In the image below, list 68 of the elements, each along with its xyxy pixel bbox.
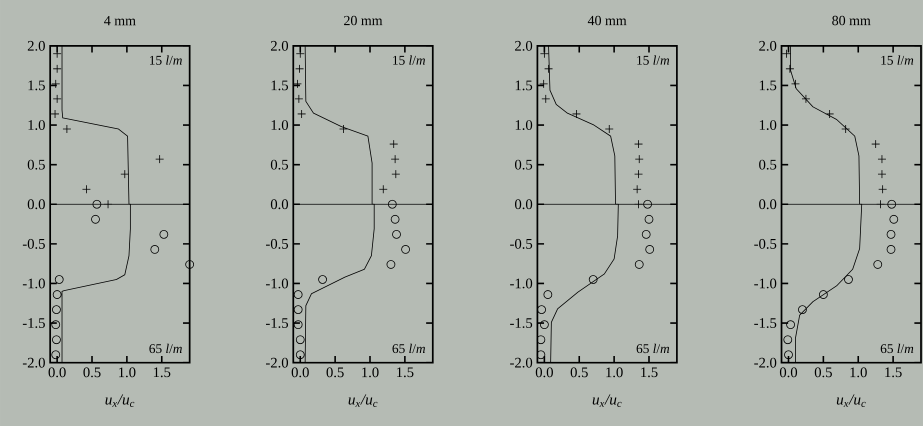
y-tick-label: 2.0 — [759, 40, 776, 51]
y-tick-label: 0.0 — [515, 199, 532, 210]
x-tick-label: 1.5 — [885, 367, 902, 378]
y-tick-label: 0.0 — [28, 199, 45, 210]
y-tick-label: -1.5 — [510, 318, 532, 328]
x-tick-label: 0.5 — [326, 367, 344, 378]
x-tick-label: 1.0 — [606, 367, 623, 378]
annotation: 65 l/m — [636, 344, 670, 353]
x-tick-label: 1.0 — [362, 367, 379, 378]
y-tick-label: 1.0 — [272, 120, 288, 130]
y-tick-label: -0.5 — [510, 238, 532, 249]
y-tick-label: 0.5 — [759, 159, 776, 170]
x-tick-label: 1.5 — [154, 367, 170, 378]
y-tick-label: 1.0 — [760, 120, 776, 130]
y-tick-label: 2.0 — [515, 40, 532, 51]
x-tick-label: 0.0 — [780, 367, 798, 378]
x-tick-label: 1.0 — [119, 367, 136, 378]
y-tick-label: -0.5 — [754, 238, 776, 249]
y-tick-label: -1.0 — [754, 278, 776, 288]
y-tick-label: -0.5 — [266, 238, 288, 249]
chart-title: 80 mm — [832, 16, 871, 25]
x-axis-title: u$_{x}$/u$_{c}$ — [592, 394, 622, 407]
y-tick-label: 1.0 — [516, 120, 532, 130]
x-tick-label: 0.0 — [48, 367, 66, 378]
y-tick-label: 0.5 — [515, 159, 532, 170]
y-tick-label: -1.5 — [754, 318, 776, 328]
y-tick-label: 0.5 — [28, 159, 45, 170]
y-tick-label: 0.5 — [270, 159, 288, 170]
annotation: 65 l/m — [149, 344, 182, 353]
annotation: 15 l/m — [637, 55, 670, 65]
y-tick-label: -1.0 — [510, 278, 532, 288]
x-tick-label: 0.5 — [83, 367, 101, 378]
x-tick-label: 0.5 — [570, 367, 588, 378]
x-axis-title: u$_{x}$/u$_{c}$ — [836, 394, 866, 407]
y-tick-label: 2.0 — [270, 40, 288, 51]
y-tick-label: -2.0 — [510, 358, 532, 368]
x-axis-title: u$_{x}$/u$_{c}$ — [348, 394, 378, 407]
y-tick-label: 1.0 — [28, 120, 45, 130]
y-tick-label: -1.5 — [22, 318, 45, 328]
y-tick-label: -1.5 — [266, 318, 288, 328]
y-tick-label: -1.0 — [266, 278, 288, 288]
annotation: 65 l/m — [392, 344, 425, 353]
y-tick-label: 1.5 — [516, 80, 532, 90]
chart-title: 20 mm — [344, 16, 382, 25]
annotation: 15 l/m — [393, 55, 425, 65]
y-tick-label: -2.0 — [22, 358, 45, 368]
y-tick-label: -2.0 — [754, 358, 776, 368]
annotation: 65 l/m — [880, 344, 914, 353]
annotation: 15 l/m — [150, 55, 182, 65]
x-tick-label: 0.0 — [536, 367, 553, 378]
y-tick-label: 0.0 — [270, 199, 288, 210]
x-tick-label: 0.0 — [292, 367, 309, 378]
y-tick-label: -1.0 — [22, 278, 45, 288]
x-tick-label: 1.5 — [397, 367, 414, 378]
y-tick-label: 0.0 — [759, 199, 776, 210]
x-tick-label: 1.0 — [850, 367, 867, 378]
x-axis-title: u$_{x}$/u$_{c}$ — [106, 394, 134, 407]
x-tick-label: 1.5 — [641, 367, 658, 378]
y-tick-label: 2.0 — [28, 40, 45, 51]
y-tick-label: 1.5 — [760, 80, 776, 90]
chart-title: 4 mm — [104, 16, 136, 25]
y-tick-label: 1.5 — [272, 80, 288, 90]
x-tick-label: 0.5 — [814, 367, 832, 378]
y-tick-label: -0.5 — [22, 238, 45, 249]
y-tick-label: -2.0 — [266, 358, 288, 368]
annotation: 15 l/m — [881, 55, 914, 65]
y-tick-label: 1.5 — [28, 80, 45, 90]
chart-title: 40 mm — [588, 16, 626, 25]
